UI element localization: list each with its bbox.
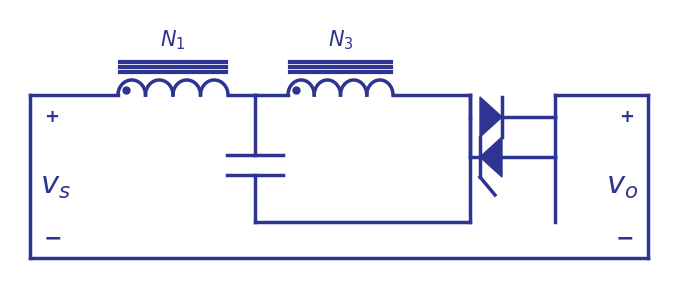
Text: $N_1$: $N_1$ [160,28,186,52]
Text: +: + [44,108,59,126]
Text: $v_o$: $v_o$ [606,172,638,201]
Text: $v_s$: $v_s$ [40,172,71,201]
Text: $N_3$: $N_3$ [327,28,353,52]
Text: −: − [615,228,634,248]
Text: −: − [44,228,62,248]
Polygon shape [480,97,502,137]
Text: +: + [619,108,634,126]
Polygon shape [480,137,502,177]
